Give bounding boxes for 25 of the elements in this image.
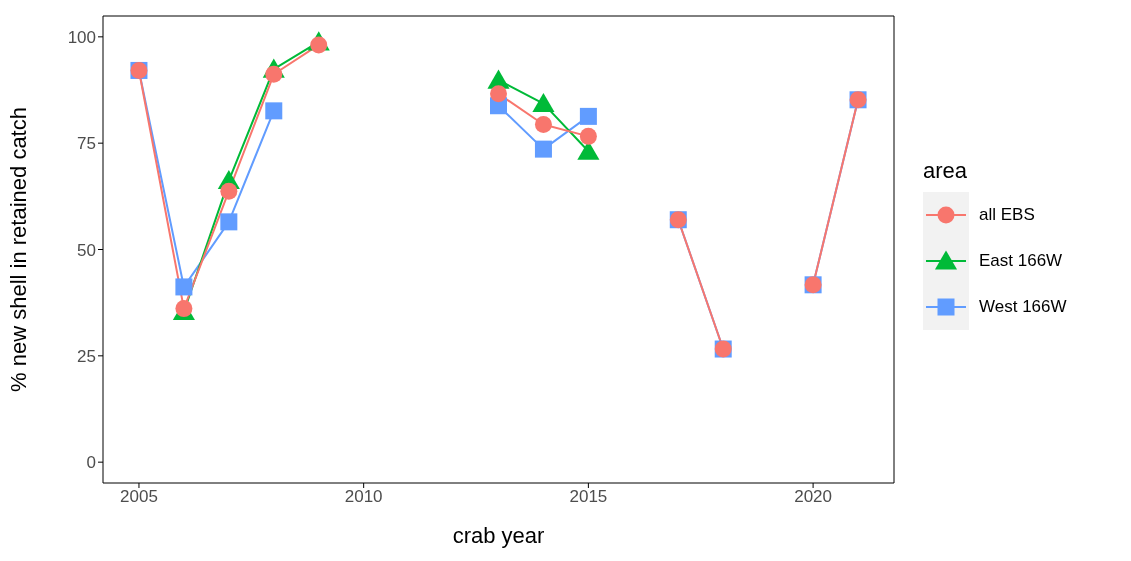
y-tick-label: 50 (77, 240, 96, 260)
point (534, 115, 552, 133)
x-tick-label: 2010 (344, 487, 383, 507)
legend-label: all EBS (979, 205, 1035, 225)
point (175, 278, 193, 296)
y-tick-label: 0 (86, 453, 96, 473)
point (220, 182, 238, 200)
point (265, 102, 283, 120)
y-axis-title: % new shell in retained catch (5, 107, 31, 392)
point (532, 92, 555, 113)
x-tick-label: 2005 (120, 487, 158, 507)
x-tick-label: 2020 (794, 487, 833, 507)
point (579, 127, 597, 145)
x-tick-label: 2015 (569, 487, 608, 507)
point (490, 85, 507, 103)
x-axis-title: crab year (452, 523, 545, 548)
legend-label: East 166W (979, 251, 1063, 271)
point (220, 213, 238, 231)
y-tick-label: 75 (77, 134, 96, 154)
y-tick-label: 100 (67, 27, 96, 47)
point (534, 140, 552, 158)
y-tick-label: 25 (77, 346, 96, 366)
legend-label: West 166W (979, 297, 1067, 317)
point (579, 107, 597, 125)
legend-title: area (923, 158, 969, 184)
